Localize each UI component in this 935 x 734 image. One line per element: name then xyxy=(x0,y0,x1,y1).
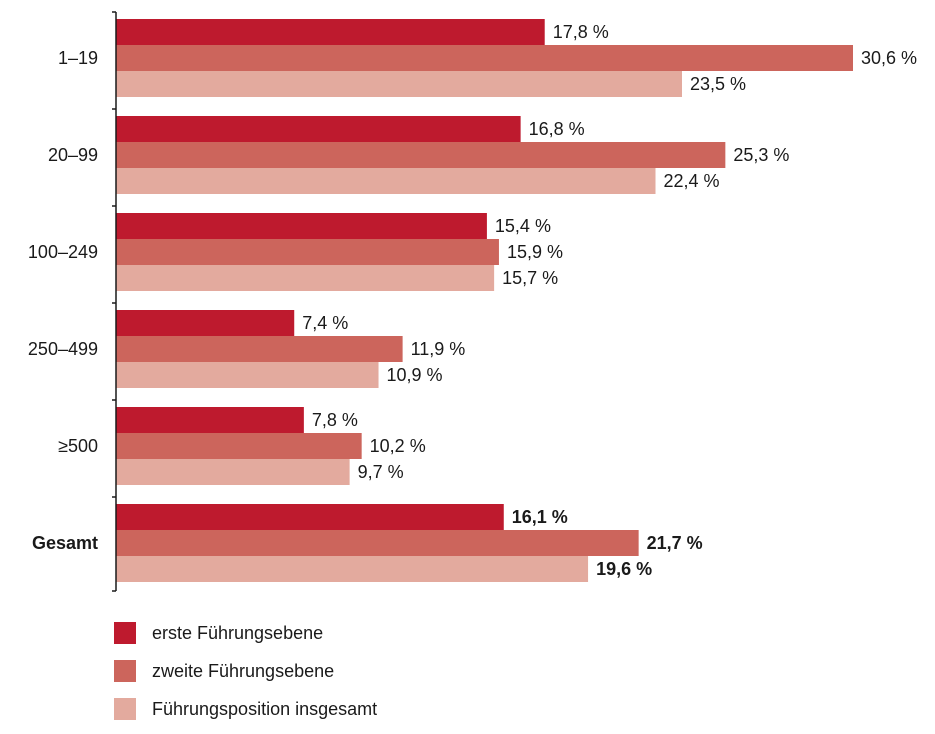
category-label: 1–19 xyxy=(58,48,98,68)
data-label: 19,6 % xyxy=(596,559,652,579)
data-label: 21,7 % xyxy=(647,533,703,553)
bar-5-1 xyxy=(116,407,304,433)
data-label: 7,8 % xyxy=(312,410,358,430)
category-label: ≥500 xyxy=(58,436,98,456)
legend-item-erste: erste Führungsebene xyxy=(114,620,377,646)
data-label: 15,7 % xyxy=(502,268,558,288)
bar-2-1 xyxy=(116,116,521,142)
category-label: 20–99 xyxy=(48,145,98,165)
category-label: Gesamt xyxy=(32,533,98,553)
data-label: 25,3 % xyxy=(733,145,789,165)
data-label: 7,4 % xyxy=(302,313,348,333)
legend-item-zweite: zweite Führungsebene xyxy=(114,658,377,684)
legend-swatch-insgesamt xyxy=(114,698,136,720)
data-label: 15,9 % xyxy=(507,242,563,262)
bar-6-3 xyxy=(116,556,589,582)
bar-1-2 xyxy=(116,45,853,71)
data-label: 10,2 % xyxy=(370,436,426,456)
bar-3-2 xyxy=(116,239,499,265)
data-label: 22,4 % xyxy=(664,171,720,191)
bar-4-1 xyxy=(116,310,295,336)
legend-label-zweite: zweite Führungsebene xyxy=(152,660,335,681)
bar-3-1 xyxy=(116,213,487,239)
category-label: 100–249 xyxy=(28,242,98,262)
data-label: 15,4 % xyxy=(495,216,551,236)
data-label: 30,6 % xyxy=(861,48,917,68)
legend-swatch-erste xyxy=(114,622,136,644)
bar-5-2 xyxy=(116,433,362,459)
legend-label-erste: erste Führungsebene xyxy=(152,622,324,643)
legend-label-insgesamt: Führungsposition insgesamt xyxy=(152,698,378,719)
bar-chart: 17,8 % 30,6 % 23,5 % 1–19 16,8 % 25,3 % 22,4 %… xyxy=(28,11,917,592)
bar-5-3 xyxy=(116,459,350,485)
bar-1-3 xyxy=(116,71,682,97)
data-label: 11,9 % xyxy=(411,339,466,359)
data-label: 17,8 % xyxy=(553,22,609,42)
legend-swatch-zweite xyxy=(114,660,136,682)
bar-1-1 xyxy=(116,19,545,45)
data-label: 9,7 % xyxy=(358,462,404,482)
bar-2-3 xyxy=(116,168,656,194)
bar-4-3 xyxy=(116,362,379,388)
data-label: 10,9 % xyxy=(387,365,443,385)
bar-6-2 xyxy=(116,530,639,556)
bar-4-2 xyxy=(116,336,403,362)
category-label: 250–499 xyxy=(28,339,98,359)
bar-6-1 xyxy=(116,504,504,530)
legend: erste Führungsebene zweite Führungsebene… xyxy=(114,620,377,734)
legend-item-insgesamt: Führungsposition insgesamt xyxy=(114,696,377,722)
data-label: 23,5 % xyxy=(690,74,746,94)
bar-2-2 xyxy=(116,142,726,168)
data-label: 16,8 % xyxy=(529,119,585,139)
data-label: 16,1 % xyxy=(512,507,568,527)
bar-3-3 xyxy=(116,265,495,291)
